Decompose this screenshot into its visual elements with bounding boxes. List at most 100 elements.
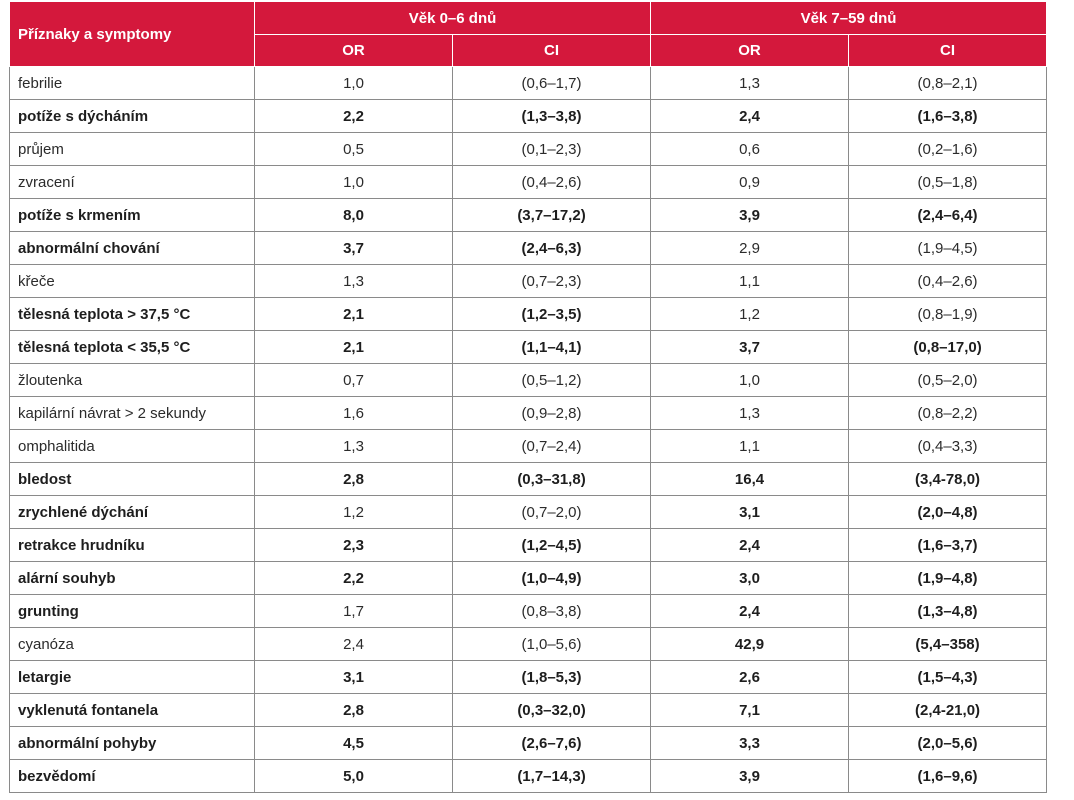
or-value-group2: 0,6 bbox=[650, 132, 850, 166]
or-value-group1: 2,8 bbox=[254, 462, 453, 496]
header-or-group1: OR bbox=[254, 34, 453, 67]
or-value-group1: 1,0 bbox=[254, 165, 453, 199]
or-value-group1: 0,7 bbox=[254, 363, 453, 397]
ci-value-group2: (0,5–2,0) bbox=[848, 363, 1048, 397]
or-value-group1: 2,4 bbox=[254, 627, 453, 661]
or-value-group1: 2,1 bbox=[254, 297, 453, 331]
ci-value-group1: (0,8–3,8) bbox=[451, 594, 652, 628]
symptom-name: průjem bbox=[9, 132, 255, 166]
symptom-name: potíže s dýcháním bbox=[9, 99, 255, 133]
or-value-group1: 2,3 bbox=[254, 528, 453, 562]
ci-value-group1: (2,6–7,6) bbox=[451, 726, 652, 760]
table-row: zvracení 1,0 (0,4–2,6) 0,9 (0,5–1,8) bbox=[9, 165, 1048, 199]
or-value-group1: 2,2 bbox=[254, 561, 453, 595]
ci-value-group2: (2,4-21,0) bbox=[848, 693, 1048, 727]
symptom-name: abnormální chování bbox=[9, 231, 255, 265]
ci-value-group2: (1,3–4,8) bbox=[848, 594, 1048, 628]
symptom-name: bledost bbox=[9, 462, 255, 496]
ci-value-group1: (0,6–1,7) bbox=[451, 66, 652, 100]
table-row: abnormální chování 3,7 (2,4–6,3) 2,9 (1,9–4,… bbox=[9, 231, 1048, 265]
ci-value-group2: (2,0–5,6) bbox=[848, 726, 1048, 760]
symptom-name: abnormální pohyby bbox=[9, 726, 255, 760]
symptom-name: potíže s krmením bbox=[9, 198, 255, 232]
header-row-metrics: OR CI OR CI bbox=[10, 34, 1048, 67]
symptom-name: retrakce hrudníku bbox=[9, 528, 255, 562]
ci-value-group2: (2,0–4,8) bbox=[848, 495, 1048, 529]
ci-value-group1: (1,0–4,9) bbox=[451, 561, 652, 595]
symptom-name: zrychlené dýchání bbox=[9, 495, 255, 529]
ci-value-group1: (1,1–4,1) bbox=[451, 330, 652, 364]
or-value-group1: 3,1 bbox=[254, 660, 453, 694]
symptom-name: tělesná teplota > 37,5 °C bbox=[9, 297, 255, 331]
symptom-name: omphalitida bbox=[9, 429, 255, 463]
table-row: bezvědomí 5,0 (1,7–14,3) 3,9 (1,6–9,6) bbox=[9, 759, 1048, 793]
ci-value-group1: (0,5–1,2) bbox=[451, 363, 652, 397]
ci-value-group2: (0,8–1,9) bbox=[848, 297, 1048, 331]
table-row: tělesná teplota < 35,5 °C 2,1 (1,1–4,1) 3,7… bbox=[9, 330, 1048, 364]
or-value-group2: 3,1 bbox=[650, 495, 850, 529]
or-value-group2: 2,4 bbox=[650, 594, 850, 628]
table-row: febrilie 1,0 (0,6–1,7) 1,3 (0,8–2,1) bbox=[9, 66, 1048, 100]
or-value-group2: 3,3 bbox=[650, 726, 850, 760]
ci-value-group2: (1,9–4,8) bbox=[848, 561, 1048, 595]
ci-value-group1: (0,3–31,8) bbox=[451, 462, 652, 496]
ci-value-group1: (0,7–2,4) bbox=[451, 429, 652, 463]
symptom-name: alární souhyb bbox=[9, 561, 255, 595]
header-group-0-6-days: Věk 0–6 dnů bbox=[253, 1, 652, 35]
table-row: omphalitida 1,3 (0,7–2,4) 1,1 (0,4–3,3) bbox=[9, 429, 1048, 463]
or-value-group1: 2,8 bbox=[254, 693, 453, 727]
or-value-group2: 2,9 bbox=[650, 231, 850, 265]
ci-value-group1: (0,3–32,0) bbox=[451, 693, 652, 727]
header-ci-group1: CI bbox=[451, 34, 652, 67]
symptom-name: žloutenka bbox=[9, 363, 255, 397]
header-or-group2: OR bbox=[650, 34, 850, 67]
table-row: tělesná teplota > 37,5 °C 2,1 (1,2–3,5) 1,2… bbox=[9, 297, 1048, 331]
ci-value-group1: (1,3–3,8) bbox=[451, 99, 652, 133]
ci-value-group2: (2,4–6,4) bbox=[848, 198, 1048, 232]
or-value-group2: 3,9 bbox=[650, 198, 850, 232]
table-row: křeče 1,3 (0,7–2,3) 1,1 (0,4–2,6) bbox=[9, 264, 1048, 298]
symptom-name: vyklenutá fontanela bbox=[9, 693, 255, 727]
or-value-group1: 1,3 bbox=[254, 429, 453, 463]
or-value-group1: 5,0 bbox=[254, 759, 453, 793]
table-row: abnormální pohyby 4,5 (2,6–7,6) 3,3 (2,0–5,6… bbox=[9, 726, 1048, 760]
or-value-group2: 1,1 bbox=[650, 429, 850, 463]
table-header: Příznaky a symptomy Věk 0–6 dnů Věk 7–59… bbox=[9, 1, 1048, 67]
ci-value-group1: (0,7–2,3) bbox=[451, 264, 652, 298]
or-value-group2: 1,3 bbox=[650, 396, 850, 430]
symptom-name: cyanóza bbox=[9, 627, 255, 661]
ci-value-group1: (0,4–2,6) bbox=[451, 165, 652, 199]
ci-value-group2: (1,6–9,6) bbox=[848, 759, 1048, 793]
or-value-group2: 1,3 bbox=[650, 66, 850, 100]
header-row-groups: Příznaky a symptomy Věk 0–6 dnů Věk 7–59… bbox=[9, 1, 1048, 67]
ci-value-group2: (1,6–3,8) bbox=[848, 99, 1048, 133]
or-value-group1: 3,7 bbox=[254, 231, 453, 265]
table-row: průjem 0,5 (0,1–2,3) 0,6 (0,2–1,6) bbox=[9, 132, 1048, 166]
table-row: bledost 2,8 (0,3–31,8) 16,4 (3,4-78,0) bbox=[9, 462, 1048, 496]
ci-value-group2: (3,4-78,0) bbox=[848, 462, 1048, 496]
or-value-group1: 1,3 bbox=[254, 264, 453, 298]
or-value-group2: 16,4 bbox=[650, 462, 850, 496]
ci-value-group1: (0,9–2,8) bbox=[451, 396, 652, 430]
symptom-name: letargie bbox=[9, 660, 255, 694]
symptoms-table: Příznaky a symptomy Věk 0–6 dnů Věk 7–59… bbox=[9, 1, 1048, 793]
or-value-group2: 0,9 bbox=[650, 165, 850, 199]
table-row: potíže s krmením 8,0 (3,7–17,2) 3,9 (2,4–6,4… bbox=[9, 198, 1048, 232]
or-value-group2: 3,9 bbox=[650, 759, 850, 793]
ci-value-group2: (0,4–3,3) bbox=[848, 429, 1048, 463]
symptom-name: křeče bbox=[9, 264, 255, 298]
or-value-group2: 3,0 bbox=[650, 561, 850, 595]
or-value-group1: 1,6 bbox=[254, 396, 453, 430]
or-value-group1: 0,5 bbox=[254, 132, 453, 166]
ci-value-group1: (0,1–2,3) bbox=[451, 132, 652, 166]
header-group-7-59-days: Věk 7–59 dnů bbox=[650, 1, 1048, 35]
or-value-group1: 2,2 bbox=[254, 99, 453, 133]
symptom-name: kapilární návrat > 2 sekundy bbox=[9, 396, 255, 430]
table-row: žloutenka 0,7 (0,5–1,2) 1,0 (0,5–2,0) bbox=[9, 363, 1048, 397]
or-value-group1: 8,0 bbox=[254, 198, 453, 232]
or-value-group2: 42,9 bbox=[650, 627, 850, 661]
table-body: febrilie 1,0 (0,6–1,7) 1,3 (0,8–2,1) potíže s… bbox=[9, 66, 1048, 793]
table-row: retrakce hrudníku 2,3 (1,2–4,5) 2,4 (1,6–3,7… bbox=[9, 528, 1048, 562]
or-value-group1: 1,7 bbox=[254, 594, 453, 628]
symptom-name: bezvědomí bbox=[9, 759, 255, 793]
